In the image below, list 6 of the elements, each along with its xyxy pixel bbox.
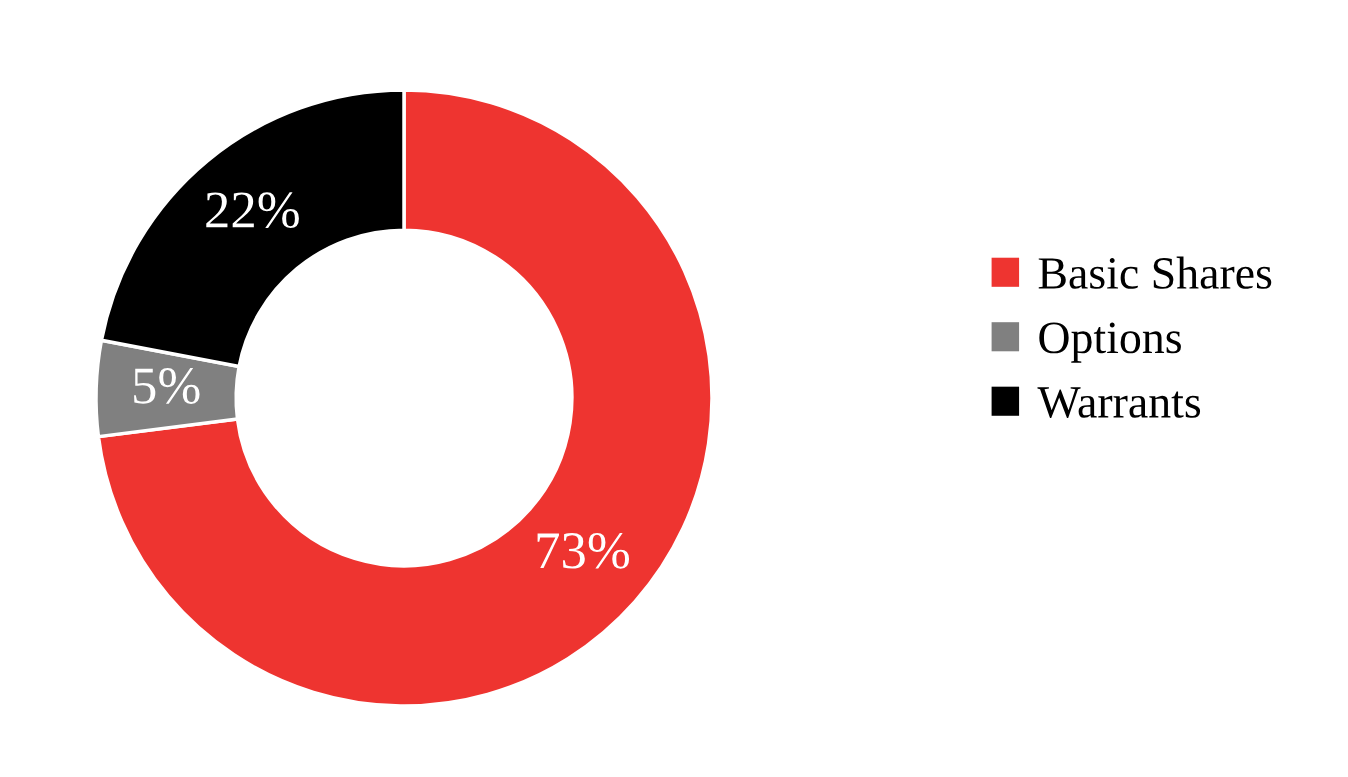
legend-label: Options	[1039, 322, 1181, 363]
data-label: 5%	[134, 368, 200, 404]
legend-label: Warrants	[1037, 387, 1201, 419]
legend-label: Basic Shares	[1038, 256, 1272, 289]
data-label: 22%	[206, 192, 299, 229]
data-label: 73%	[537, 532, 630, 569]
